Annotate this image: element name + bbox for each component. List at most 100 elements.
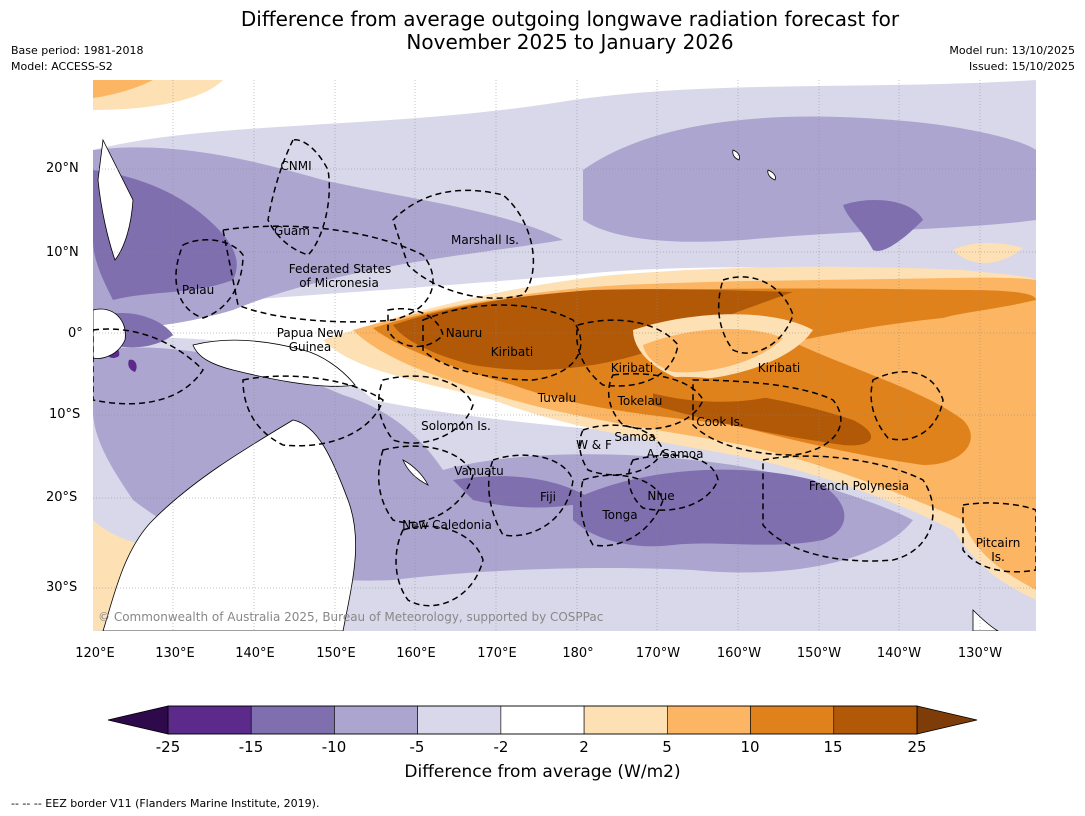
eez-border — [578, 424, 664, 476]
region-label-marshall: Marshall Is. — [451, 233, 519, 247]
region-label-kiribati-3: Kiribati — [758, 361, 800, 375]
eez-border — [395, 525, 484, 607]
region-label-png-1: Papua New — [277, 326, 344, 340]
eez-borders — [93, 139, 1036, 607]
eez-border — [392, 189, 535, 299]
chart-title-line2: November 2025 to January 2026 — [406, 30, 734, 54]
lon-label-150e: 150°E — [316, 646, 356, 661]
region-label-nauru: Nauru — [446, 326, 482, 340]
region-label-pitcairn-1: Pitcairn — [976, 536, 1021, 550]
eez-footnote: -- -- -- EEZ border V11 (Flanders Marine… — [11, 797, 320, 810]
region-label-palau: Palau — [182, 283, 214, 297]
region-label-kiribati-1: Kiribati — [491, 345, 533, 359]
anomaly-band-15 — [653, 389, 872, 446]
eez-border — [377, 445, 474, 524]
lon-label-170e: 170°E — [477, 646, 517, 661]
lon-label-170w: 170°W — [635, 646, 681, 661]
cb-tick-25: 25 — [907, 738, 927, 756]
eez-border — [717, 276, 794, 354]
positive-anomaly-fields — [93, 80, 1036, 631]
philippines-coast — [97, 138, 134, 261]
eez-border — [762, 455, 934, 562]
anomaly-band-5 — [93, 80, 153, 98]
cb-tick--10: -10 — [321, 738, 347, 756]
lat-label-20s: 20°S — [46, 490, 78, 505]
eez-border — [870, 371, 944, 441]
anomaly-band-5 — [643, 328, 783, 373]
new-caledonia-coast — [402, 459, 429, 486]
colorbar-segment-15-to-25 — [833, 705, 918, 735]
lat-label-0: 0° — [68, 326, 83, 341]
region-label-new-caledonia: New Caledonia — [402, 518, 492, 532]
region-label-fiji: Fiji — [540, 490, 556, 504]
lat-label-10n: 10°N — [46, 245, 79, 260]
region-label-png-2: Guinea — [289, 340, 332, 354]
region-label-tuvalu: Tuvalu — [537, 391, 577, 405]
eez-border — [627, 454, 719, 511]
meta-right: Model run: 13/10/2025 Issued: 15/10/2025 — [949, 43, 1075, 75]
lon-label-140e: 140°E — [235, 646, 275, 661]
model-run: Model run: 13/10/2025 — [949, 44, 1075, 57]
colorbar-segment--25-to--15 — [167, 705, 252, 735]
region-label-niue: Niue — [647, 489, 674, 503]
ola-forecast-map: CNMI Guam Marshall Is. Federated States … — [93, 80, 1036, 631]
region-label-tokelau: Tokelau — [617, 394, 663, 408]
eez-border — [576, 319, 679, 387]
lon-label-160w: 160°W — [716, 646, 762, 661]
chart-title-line1: Difference from average outgoing longwav… — [240, 7, 900, 31]
lon-label-130w: 130°W — [957, 646, 1003, 661]
anomaly-band--15 — [573, 469, 845, 547]
colorbar-title: Difference from average (W/m2) — [404, 762, 681, 782]
eez-border — [422, 304, 582, 381]
eez-border — [607, 372, 704, 430]
lon-label-150w: 150°W — [796, 646, 842, 661]
eez-border — [962, 502, 1036, 573]
issued-date: Issued: 15/10/2025 — [968, 60, 1075, 73]
cb-tick-10: 10 — [740, 738, 760, 756]
region-label-fsm-2: of Micronesia — [299, 276, 379, 290]
region-label-kiribati-2: Kiribati — [611, 361, 653, 375]
anomaly-band--10 — [583, 116, 1036, 242]
copyright-notice: © Commonwealth of Australia 2025, Bureau… — [98, 610, 603, 624]
region-label-cook: Cook Is. — [696, 415, 743, 429]
eez-border — [267, 139, 331, 256]
cb-tick-2: 2 — [579, 738, 589, 756]
colorbar-frame — [167, 705, 918, 735]
region-labels: CNMI Guam Marshall Is. Federated States … — [182, 159, 1020, 564]
anomaly-band-10 — [643, 376, 773, 402]
cb-tick-5: 5 — [662, 738, 672, 756]
eez-border — [242, 375, 384, 447]
borneo-coast — [93, 308, 126, 359]
coastlines — [93, 138, 999, 631]
cb-tick--2: -2 — [493, 738, 509, 756]
lon-label-180: 180° — [562, 646, 594, 661]
colorbar-segments — [167, 705, 918, 735]
australia-coast — [102, 419, 356, 631]
region-label-cnmi: CNMI — [280, 159, 311, 173]
colorbar-under-arrow — [107, 705, 169, 735]
region-label-asamoa: A. Samoa — [647, 447, 704, 461]
region-label-french-polynesia: French Polynesia — [809, 479, 909, 493]
anomaly-band-2 — [953, 243, 1023, 263]
anomaly-band-15 — [393, 289, 793, 370]
eez-border — [175, 239, 244, 319]
region-label-pitcairn-2: Is. — [991, 550, 1005, 564]
cb-tick-15: 15 — [823, 738, 843, 756]
lat-label-20n: 20°N — [46, 161, 79, 176]
eez-border — [387, 308, 444, 348]
region-label-tonga: Tonga — [601, 508, 637, 522]
colorbar-segment--15-to--10 — [250, 705, 335, 735]
lon-label-140w: 140°W — [876, 646, 922, 661]
hawaii-coast — [767, 169, 776, 181]
graticule — [93, 80, 1036, 631]
anomaly-band--25 — [128, 359, 137, 372]
new-guinea-coast — [192, 339, 356, 387]
colorbar-segment-5-to-10 — [667, 705, 751, 735]
region-label-vanuatu: Vanuatu — [454, 464, 504, 478]
region-label-guam: Guam — [274, 224, 310, 238]
cb-tick--15: -15 — [238, 738, 264, 756]
colorbar-segment-10-to-15 — [750, 705, 835, 735]
lat-label-10s: 10°S — [49, 407, 81, 422]
eez-border — [579, 474, 664, 547]
lon-label-160e: 160°E — [396, 646, 436, 661]
